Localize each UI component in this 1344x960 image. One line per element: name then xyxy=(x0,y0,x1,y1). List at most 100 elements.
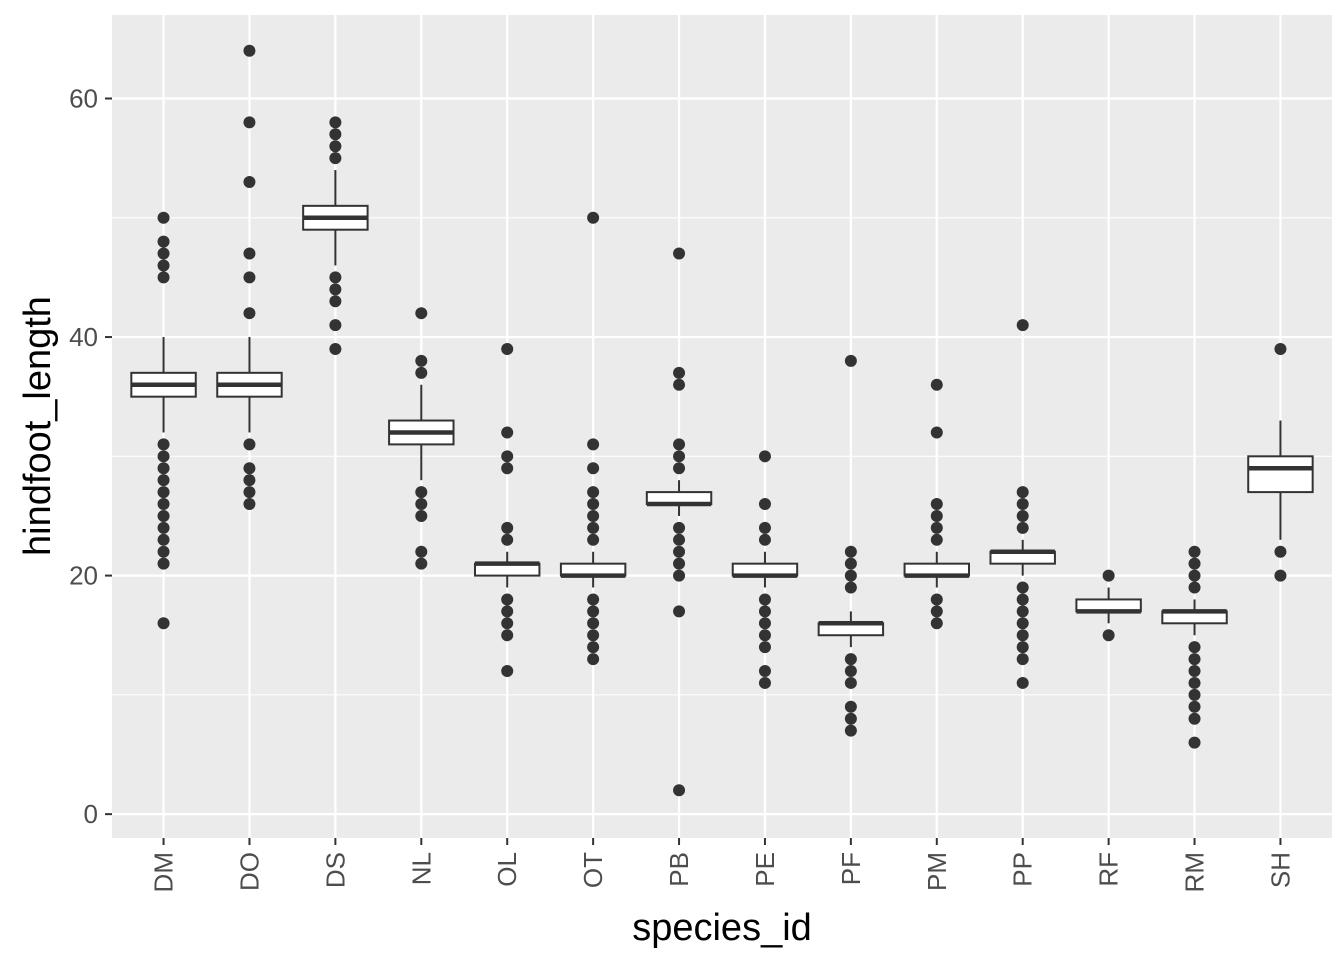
outlier-point xyxy=(157,617,170,630)
outlier-point xyxy=(157,498,170,511)
outlier-point xyxy=(844,653,857,666)
outlier-point xyxy=(844,665,857,678)
x-tick-label: PE xyxy=(750,852,780,887)
outlier-point xyxy=(243,44,256,57)
outlier-point xyxy=(844,712,857,725)
outlier-point xyxy=(1016,593,1029,606)
outlier-point xyxy=(1102,629,1115,642)
outlier-point xyxy=(1188,676,1201,689)
grid-major xyxy=(112,15,1332,838)
outlier-point xyxy=(1188,712,1201,725)
outlier-point xyxy=(758,676,771,689)
outlier-point xyxy=(673,557,686,570)
outlier-point xyxy=(1188,581,1201,594)
outlier-point xyxy=(1102,569,1115,582)
outlier-point xyxy=(587,653,600,666)
plot-panel xyxy=(112,15,1332,838)
outlier-point xyxy=(930,378,943,391)
outlier-point xyxy=(243,462,256,475)
outlier-point xyxy=(157,521,170,534)
outlier-point xyxy=(157,259,170,272)
outlier-point xyxy=(1188,665,1201,678)
outlier-point xyxy=(673,450,686,463)
outlier-point xyxy=(587,605,600,618)
outlier-point xyxy=(1274,569,1287,582)
box-pb xyxy=(645,247,713,797)
x-tick-label: NL xyxy=(406,852,436,885)
outlier-point xyxy=(1188,700,1201,713)
outlier-point xyxy=(1016,486,1029,499)
outlier-point xyxy=(501,462,514,475)
outlier-point xyxy=(844,581,857,594)
outlier-point xyxy=(1016,521,1029,534)
outlier-point xyxy=(758,450,771,463)
outlier-point xyxy=(587,593,600,606)
outlier-point xyxy=(501,605,514,618)
y-axis-title: hindfoot_length xyxy=(17,296,59,556)
outlier-point xyxy=(415,366,428,379)
outlier-point xyxy=(243,247,256,260)
y-tick-label: 60 xyxy=(69,83,98,113)
outlier-point xyxy=(157,271,170,284)
outlier-point xyxy=(1016,509,1029,522)
outlier-point xyxy=(243,438,256,451)
box-pe xyxy=(731,450,799,689)
outlier-point xyxy=(1016,629,1029,642)
outlier-point xyxy=(673,545,686,558)
outlier-point xyxy=(758,629,771,642)
outlier-point xyxy=(758,641,771,654)
outlier-point xyxy=(1188,653,1201,666)
outlier-point xyxy=(501,617,514,630)
outlier-point xyxy=(415,307,428,320)
outlier-point xyxy=(844,569,857,582)
outlier-point xyxy=(587,486,600,499)
x-axis-title: species_id xyxy=(632,907,812,949)
outlier-point xyxy=(157,462,170,475)
outlier-point xyxy=(415,486,428,499)
x-tick-label: OL xyxy=(492,852,522,887)
box-pm xyxy=(903,378,971,630)
outlier-point xyxy=(157,450,170,463)
outlier-point xyxy=(844,676,857,689)
outlier-point xyxy=(157,438,170,451)
outlier-point xyxy=(1274,342,1287,355)
outlier-point xyxy=(329,342,342,355)
outlier-point xyxy=(758,593,771,606)
outlier-point xyxy=(243,486,256,499)
outlier-point xyxy=(1016,319,1029,332)
outlier-point xyxy=(329,319,342,332)
outlier-point xyxy=(1188,688,1201,701)
outlier-point xyxy=(844,557,857,570)
outlier-point xyxy=(1188,557,1201,570)
outlier-point xyxy=(329,283,342,296)
outlier-point xyxy=(329,128,342,141)
outlier-point xyxy=(501,533,514,546)
outlier-point xyxy=(587,641,600,654)
outlier-point xyxy=(501,450,514,463)
box-ds xyxy=(302,116,369,355)
outlier-point xyxy=(930,617,943,630)
outlier-point xyxy=(1016,676,1029,689)
outlier-point xyxy=(329,152,342,165)
outlier-point xyxy=(1274,545,1287,558)
box-do xyxy=(216,44,283,511)
outlier-point xyxy=(930,426,943,439)
outlier-point xyxy=(758,521,771,534)
x-tick-label: RF xyxy=(1094,852,1124,887)
outlier-point xyxy=(1016,617,1029,630)
outlier-point xyxy=(243,498,256,511)
outlier-point xyxy=(1016,581,1029,594)
outlier-point xyxy=(673,521,686,534)
outlier-point xyxy=(1016,498,1029,511)
y-tick-label: 0 xyxy=(84,799,98,829)
y-tick-label: 40 xyxy=(69,322,98,352)
outlier-point xyxy=(673,247,686,260)
outlier-point xyxy=(415,557,428,570)
outlier-point xyxy=(673,462,686,475)
outlier-point xyxy=(1188,545,1201,558)
outlier-point xyxy=(415,498,428,511)
outlier-point xyxy=(157,486,170,499)
outlier-point xyxy=(930,498,943,511)
box-pp xyxy=(989,319,1056,689)
